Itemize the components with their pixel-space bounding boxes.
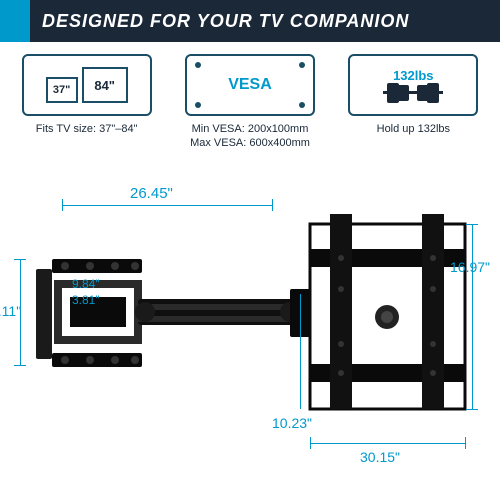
vesa-dot [299,102,305,108]
weight-icon: 132lbs [348,54,478,116]
barbell-icon [383,83,443,103]
dim-tv-width: 30.15" [360,449,400,465]
spec-weight: 132lbs Hold up 132lbs [337,54,490,151]
dim-tv-height: 16.97" [450,259,490,275]
header-title: DESIGNED FOR YOUR TV COMPANION [30,0,500,42]
mount-illustration [30,189,480,469]
header-accent [0,0,30,42]
vesa-label: VESA [228,76,272,94]
dim-line [62,205,272,206]
vesa-max: Max VESA: 600x400mm [190,136,310,150]
vesa-icon: VESA [185,54,315,116]
dim-inner-height: 3.81" [72,293,100,307]
spec-row: 37" 84" Fits TV size: 37"–84" VESA Min V… [0,42,500,159]
dim-arm-width: 26.45" [130,185,173,202]
tv-size-caption: Fits TV size: 37"–84" [36,122,138,136]
header-bar: DESIGNED FOR YOUR TV COMPANION [0,0,500,42]
vesa-dot [195,62,201,68]
dim-wall-height: 8.11" [0,303,21,319]
mount-diagram: 26.45" 8.11" 9.84" 3.81" 16.97" 10.23" 3… [0,159,500,489]
spec-vesa: VESA Min VESA: 200x100mm Max VESA: 600x4… [173,54,326,151]
weight-top-label: 132lbs [393,68,433,83]
spec-tv-size: 37" 84" Fits TV size: 37"–84" [10,54,163,151]
dim-inner-width: 9.84" [72,277,100,291]
vesa-min: Min VESA: 200x100mm [192,122,309,136]
weight-caption: Hold up 132lbs [377,122,450,136]
vesa-dot [195,102,201,108]
tv-size-icon: 37" 84" [22,54,152,116]
vesa-dot [299,62,305,68]
dim-hook-height: 10.23" [272,415,312,431]
tv-large-box: 84" [82,67,128,103]
tv-small-box: 37" [46,77,78,103]
